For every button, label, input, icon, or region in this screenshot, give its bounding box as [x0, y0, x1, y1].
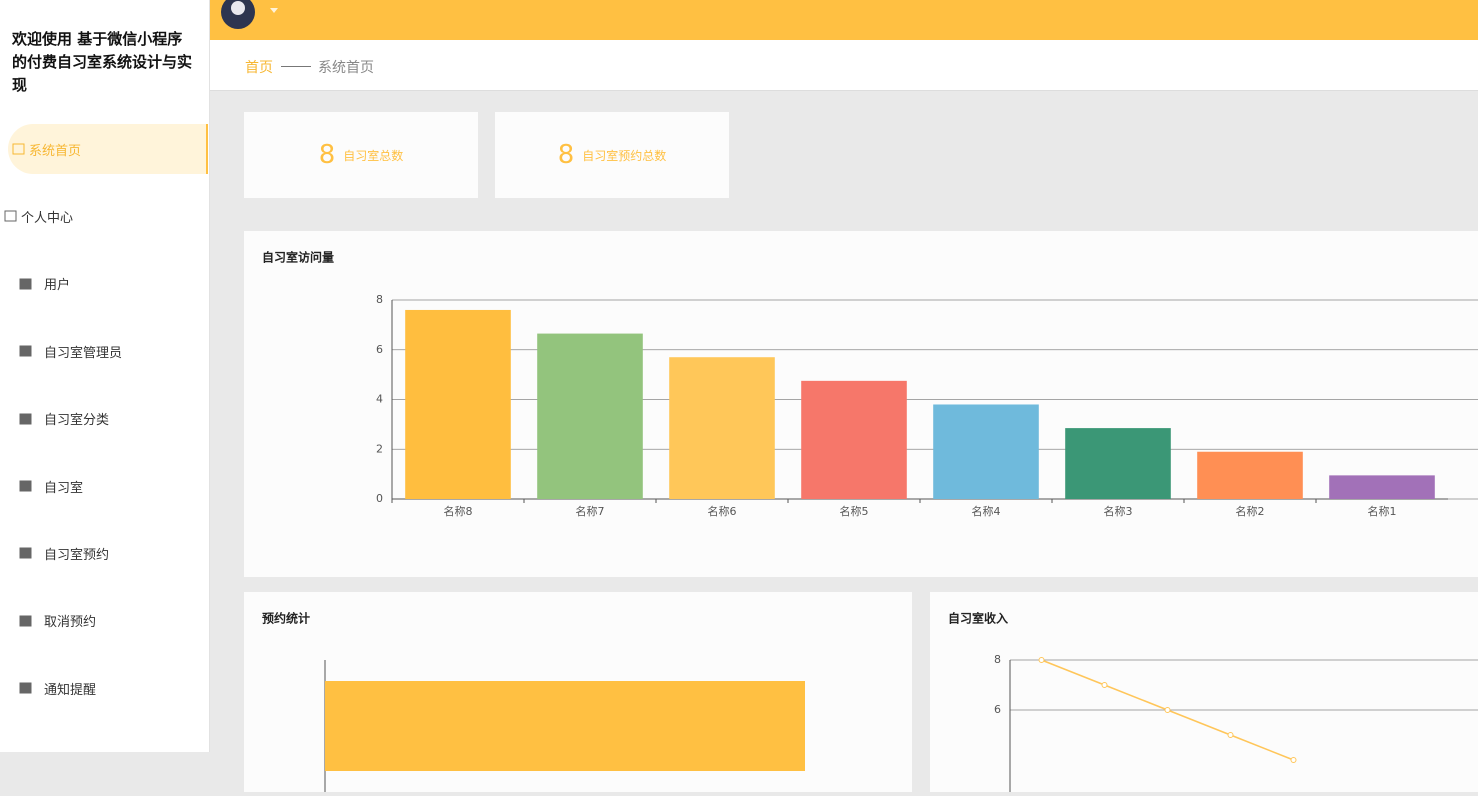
- menu-label: 自习室分类: [44, 413, 110, 429]
- x-tick-label: 名称4: [972, 504, 1001, 518]
- menu-item[interactable]: 自习室分类: [0, 394, 208, 444]
- crumb-current: 系统首页: [318, 60, 374, 76]
- stat-card: 8 自习室总数: [244, 112, 478, 198]
- chart-panel: 预约统计: [244, 592, 912, 792]
- line-point: [1101, 682, 1108, 688]
- y-tick-label: 8: [376, 293, 383, 306]
- menu-item[interactable]: 通知提醒: [0, 663, 208, 713]
- y-tick-label: 6: [994, 703, 1001, 716]
- menu-label: 用户: [44, 278, 71, 294]
- x-tick-label: 名称3: [1104, 504, 1133, 518]
- menu-item[interactable]: 自习室: [0, 461, 208, 511]
- chart-panel: 自习室收入 6 8: [930, 592, 1478, 796]
- chart-title: 自习室访问量: [262, 250, 334, 265]
- menu-label: 通知提醒: [44, 682, 97, 698]
- stat-label: 自习室总数: [343, 148, 404, 163]
- x-tick-label: 名称2: [1236, 504, 1265, 518]
- stat-value: 8: [318, 140, 336, 170]
- icon-shape: [19, 480, 32, 492]
- menu-icon: [19, 345, 32, 357]
- stat-card: 8 自习室预约总数: [495, 112, 729, 198]
- bar: [405, 309, 511, 499]
- x-tick-label: 名称6: [708, 504, 737, 518]
- bar: [1065, 428, 1171, 499]
- menu-item[interactable]: 取消预约: [0, 596, 208, 646]
- line-point: [1227, 732, 1234, 738]
- y-tick-label: 4: [376, 393, 383, 406]
- crumb-home[interactable]: 首页: [245, 60, 273, 76]
- line-point: [1290, 757, 1297, 763]
- icon-shape: [19, 615, 32, 627]
- menu-item[interactable]: 用户: [0, 259, 208, 309]
- icon-shape: [19, 345, 32, 357]
- menu-label: 系统首页: [29, 143, 82, 159]
- menu-item[interactable]: 个人中心: [0, 191, 208, 241]
- menu-icon: [19, 480, 32, 492]
- chart-panel: 自习室访问量 0 2 4 6 8 名称8 名称7 名称6 名称5 名称4 名称3 名称2 名称1: [244, 231, 1478, 577]
- menu-label: 自习室预约: [44, 547, 110, 563]
- menu-label: 取消预约: [44, 615, 97, 631]
- icon-shape: [19, 682, 32, 694]
- menu-label: 个人中心: [21, 210, 74, 226]
- sidebar: 欢迎使用 基于微信小程序的付费自习室系统设计与实现 系统首页个人中心用户自习室管…: [0, 0, 210, 752]
- bar: [669, 357, 775, 499]
- bar: [1329, 475, 1435, 499]
- bar: [801, 380, 907, 499]
- bar: [933, 404, 1039, 499]
- menu-icon: [19, 682, 32, 694]
- menu-icon: [19, 547, 32, 559]
- breadcrumb: 首页 系统首页: [210, 40, 1478, 91]
- header: [210, 0, 1478, 40]
- crumb-separator: [281, 66, 311, 67]
- chart-title: 自习室收入: [948, 611, 1008, 626]
- menu-icon: [19, 413, 32, 425]
- menu-icon: [19, 615, 32, 627]
- y-tick-label: 0: [376, 492, 383, 505]
- x-tick-label: 名称5: [840, 504, 869, 518]
- line-point: [1038, 657, 1045, 663]
- icon-shape: [19, 547, 32, 559]
- chart: 自习室收入 6 8: [948, 611, 1478, 796]
- chart: 预约统计: [262, 611, 805, 792]
- x-tick-label: 名称8: [444, 504, 473, 518]
- avatar-face: [231, 1, 245, 15]
- y-tick-label: 8: [994, 653, 1001, 666]
- line-point: [1164, 707, 1171, 713]
- bar: [325, 681, 805, 771]
- menu-item[interactable]: 自习室管理员: [0, 326, 208, 376]
- bar: [537, 333, 643, 499]
- chart: 自习室访问量 0 2 4 6 8 名称8 名称7 名称6 名称5 名称4 名称3 名称2 名称1: [262, 250, 1478, 518]
- stat-value: 8: [557, 140, 575, 170]
- icon-shape: [12, 143, 25, 155]
- menu-label: 自习室: [44, 480, 84, 496]
- x-tick-label: 名称1: [1368, 504, 1397, 518]
- menu-icon: [4, 210, 17, 222]
- x-tick-label: 名称7: [576, 504, 605, 518]
- chart-title: 预约统计: [262, 611, 310, 626]
- icon-shape: [4, 210, 17, 222]
- menu-item[interactable]: 自习室预约: [0, 528, 208, 578]
- y-tick-label: 6: [376, 343, 383, 356]
- dropdown-arrow[interactable]: [270, 8, 278, 13]
- icon-shape: [19, 278, 32, 290]
- y-tick-label: 2: [376, 442, 383, 455]
- icon-shape: [19, 413, 32, 425]
- bar: [1197, 451, 1303, 499]
- avatar-area[interactable]: [210, 0, 290, 40]
- menu-icon: [12, 143, 25, 155]
- stat-label: 自习室预约总数: [582, 148, 667, 163]
- menu-item[interactable]: 系统首页: [8, 124, 208, 174]
- menu-label: 自习室管理员: [44, 345, 123, 361]
- menu-icon: [19, 278, 32, 290]
- app-title: 欢迎使用 基于微信小程序的付费自习室系统设计与实现: [12, 30, 193, 94]
